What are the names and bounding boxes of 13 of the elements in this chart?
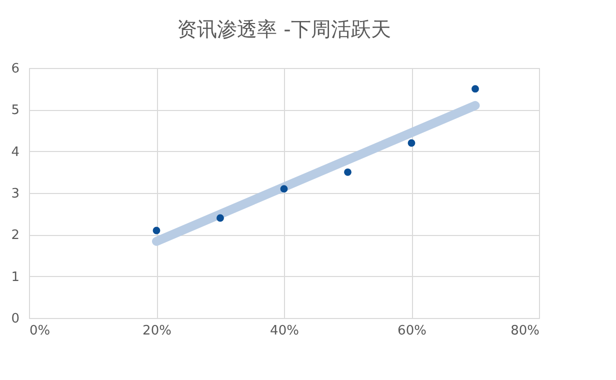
y-tick-label: 1	[11, 270, 20, 285]
y-tick-label: 2	[11, 228, 20, 244]
y-tick-label: 4	[11, 144, 20, 160]
x-tick-label: 80%	[510, 324, 540, 338]
y-tick-label: 0	[11, 312, 20, 326]
chart-title: 资讯渗透率 -下周活跃天	[177, 17, 391, 41]
y-tick-label: 5	[11, 103, 20, 118]
y-tick-label: 6	[11, 62, 20, 76]
y-tick-label: 3	[11, 186, 20, 202]
x-tick-label: 60%	[398, 324, 426, 338]
x-tick-label: 20%	[142, 324, 172, 338]
x-tick-label: 0%	[30, 324, 50, 338]
x-tick-label: 40%	[270, 324, 299, 338]
